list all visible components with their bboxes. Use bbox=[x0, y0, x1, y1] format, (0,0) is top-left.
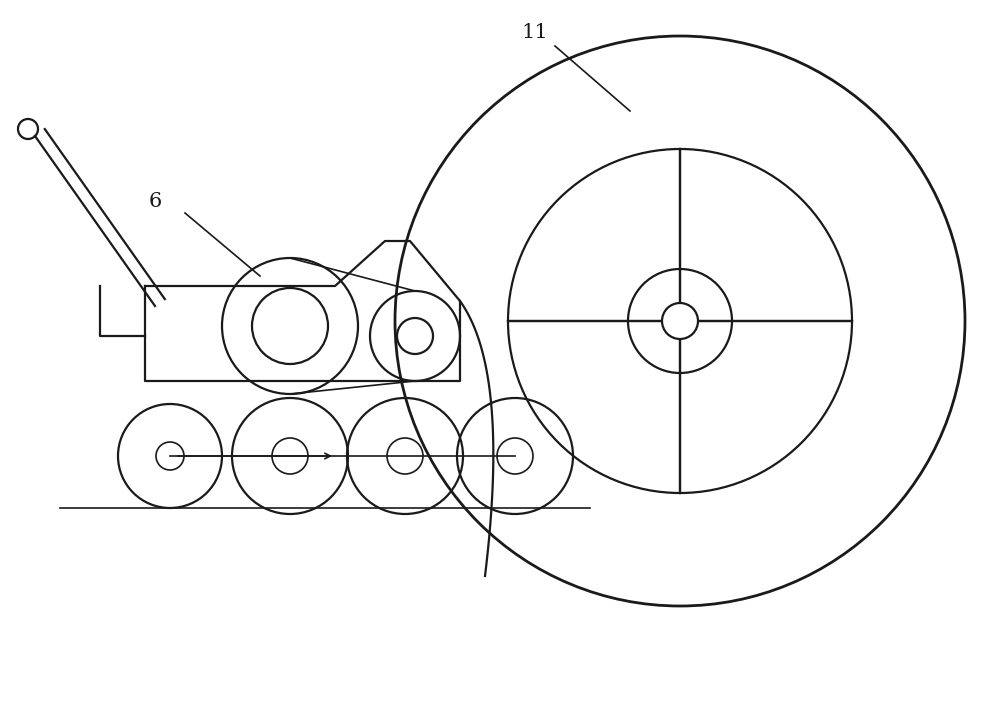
Text: 6: 6 bbox=[148, 191, 162, 210]
Circle shape bbox=[662, 303, 698, 339]
Text: 11: 11 bbox=[522, 23, 548, 43]
